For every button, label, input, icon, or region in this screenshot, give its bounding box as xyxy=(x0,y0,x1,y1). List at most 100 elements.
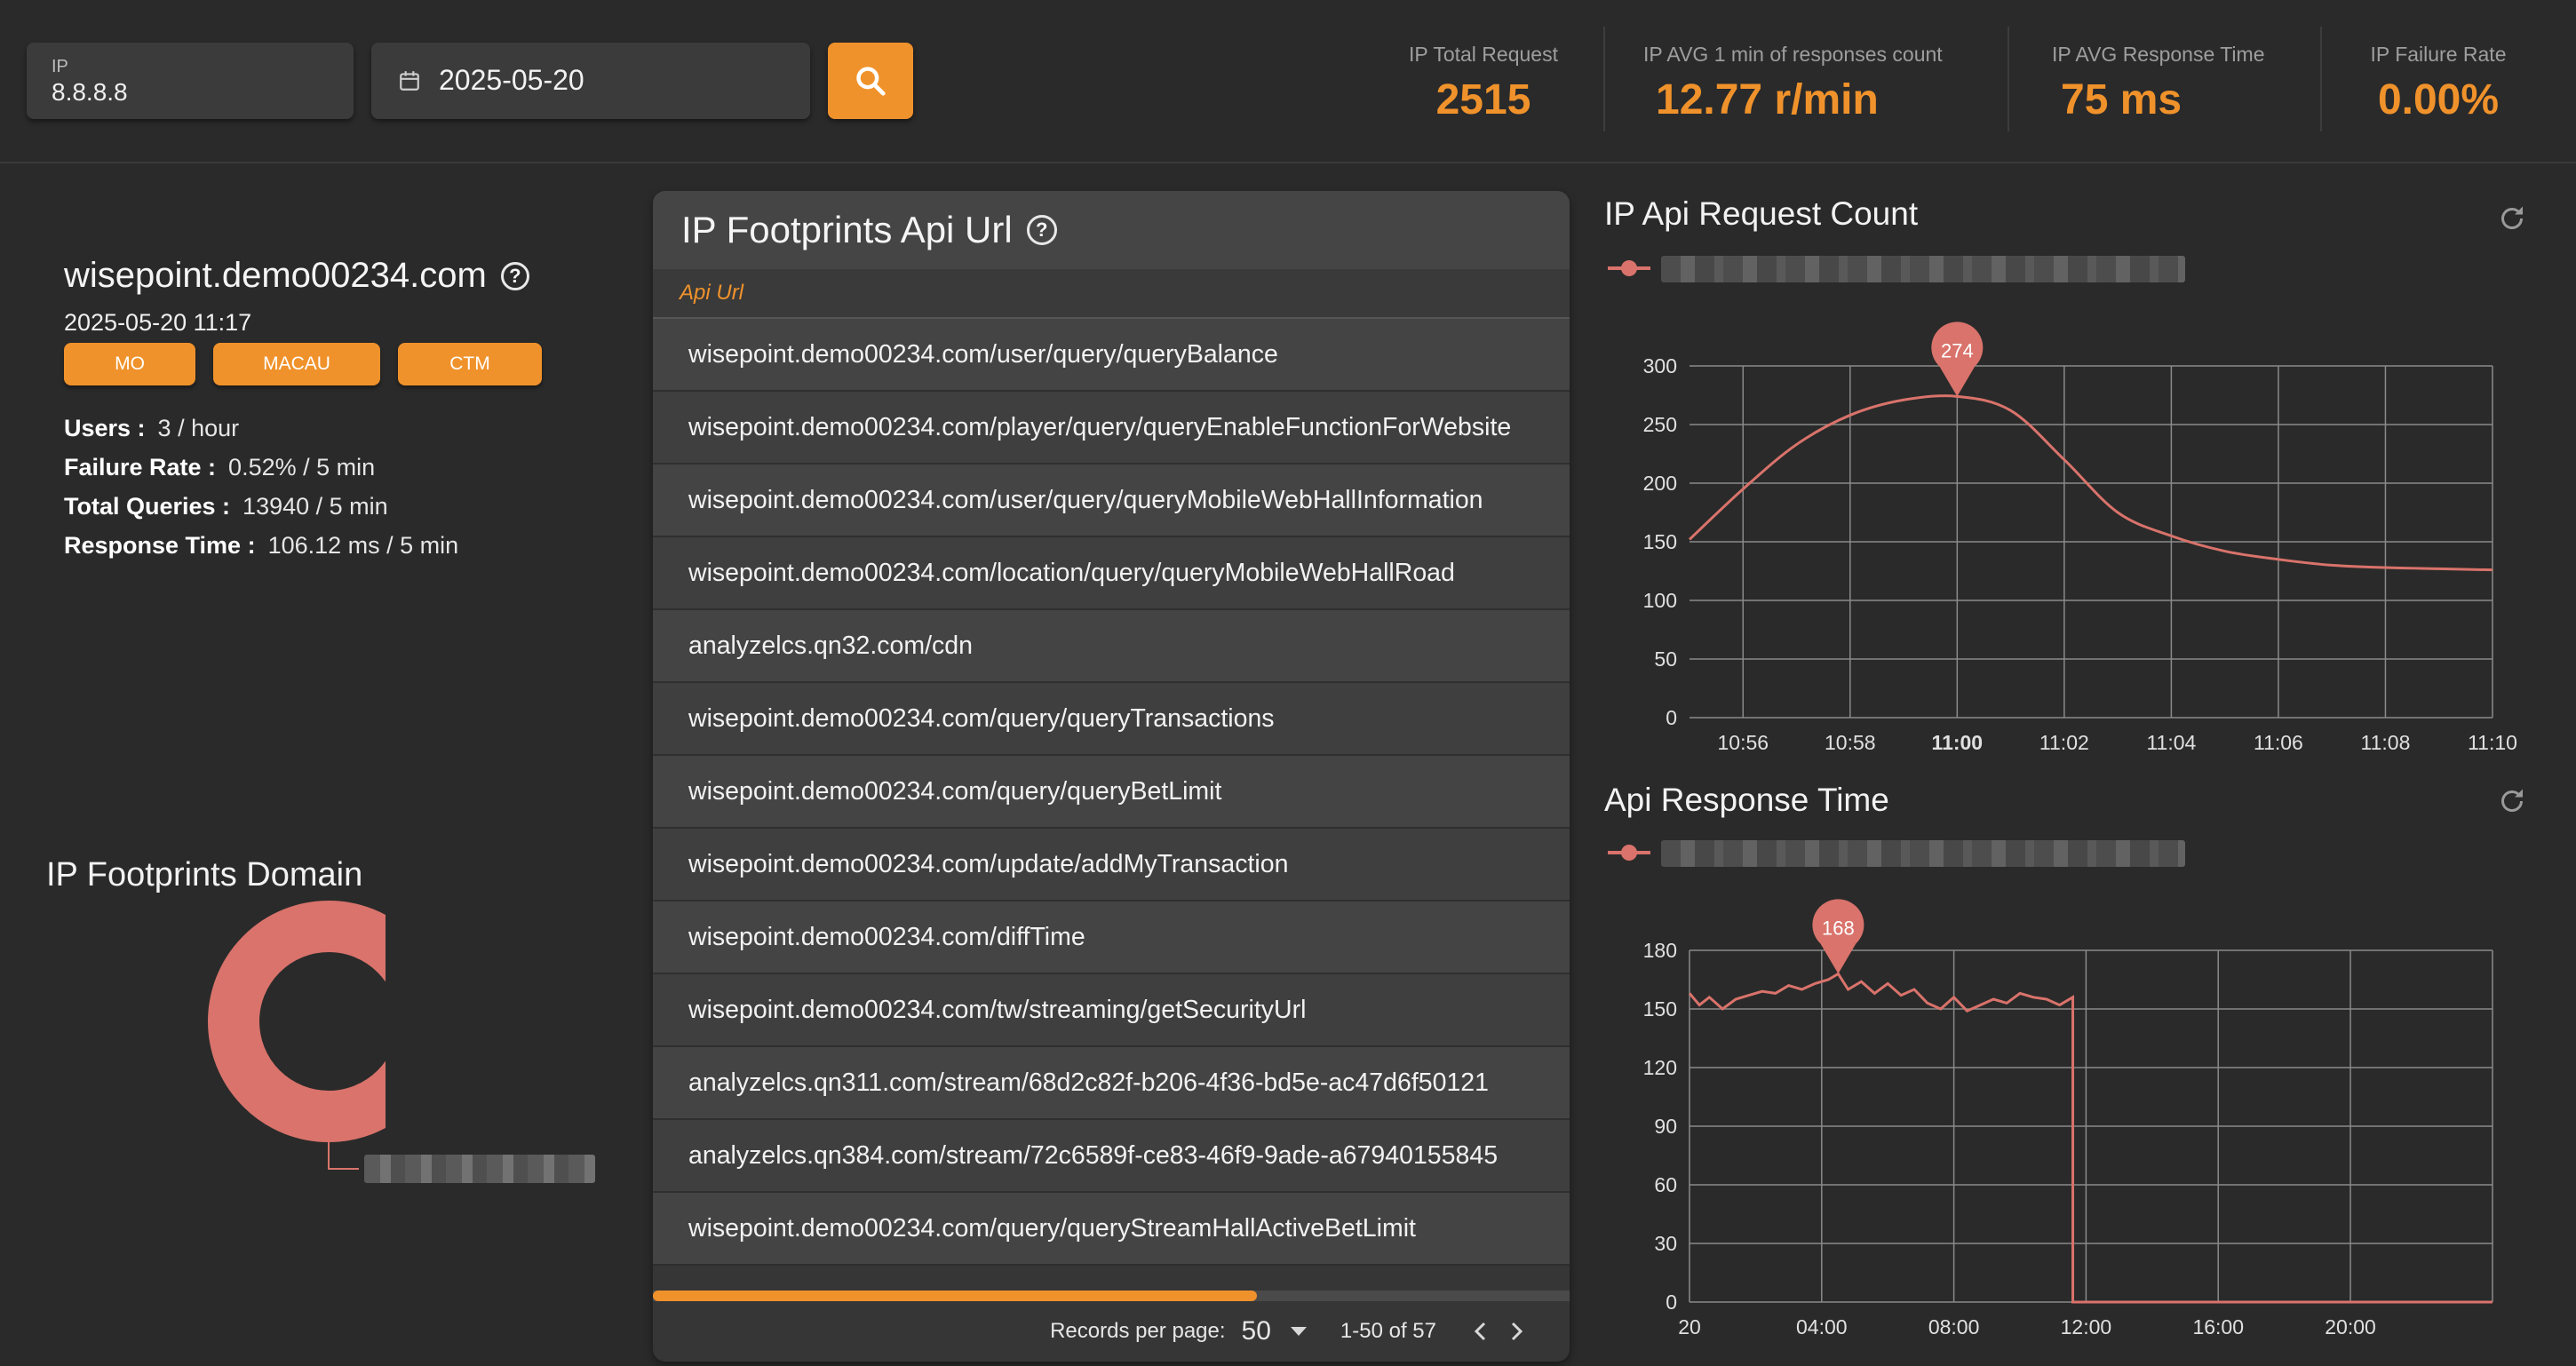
top-bar: IP 2025-05-20 IP Total Request 2515 IP A… xyxy=(0,0,2576,163)
table-row[interactable]: analyzelcs.qn384.com/stream/72c6589f-ce8… xyxy=(653,1120,1570,1193)
y-tick-label: 60 xyxy=(1654,1173,1677,1196)
y-tick-label: 0 xyxy=(1666,1291,1677,1314)
stat-value: 75 ms xyxy=(2061,76,2182,123)
legend-label-redacted xyxy=(1661,840,2185,867)
x-tick-label: 16:00 xyxy=(2192,1315,2244,1338)
metric-value: 13940 / 5 min xyxy=(242,493,388,520)
metric-value: 0.52% / 5 min xyxy=(228,454,376,480)
legend-line-marker[interactable] xyxy=(1608,259,1650,277)
date-value: 2025-05-20 xyxy=(439,64,584,96)
domain-name: wisepoint.demo00234.com xyxy=(64,256,487,295)
help-icon[interactable]: ? xyxy=(500,261,529,290)
horizontal-scrollbar[interactable] xyxy=(653,1291,1570,1301)
caret-down-icon[interactable] xyxy=(1289,1325,1308,1338)
domain-metrics: Users : 3 / hour Failure Rate : 0.52% / 5 … xyxy=(64,409,458,565)
x-tick-label: 10:58 xyxy=(1825,731,1876,754)
donut-leader-line xyxy=(328,1142,359,1170)
date-picker[interactable]: 2025-05-20 xyxy=(371,43,810,119)
y-tick-label: 120 xyxy=(1643,1056,1677,1079)
legend-label-redacted xyxy=(1661,256,2185,282)
x-tick-label: 11:10 xyxy=(2468,731,2517,754)
metric-users: Users : 3 / hour xyxy=(64,409,458,448)
chart-title-response-time: Api Response Time xyxy=(1604,782,1889,818)
table-row[interactable]: wisepoint.demo00234.com/query/queryStrea… xyxy=(653,1193,1570,1266)
api-url-panel: IP Footprints Api Url ? Api Url wisepoin… xyxy=(653,191,1570,1362)
search-button[interactable] xyxy=(828,43,913,119)
y-tick-label: 30 xyxy=(1654,1232,1677,1255)
y-tick-label: 150 xyxy=(1643,997,1677,1021)
donut-slice[interactable] xyxy=(208,901,386,1142)
y-tick-label: 100 xyxy=(1643,589,1677,612)
table-row[interactable]: wisepoint.demo00234.com/location/query/q… xyxy=(653,537,1570,610)
table-row[interactable]: analyzelcs.qn32.com/cdn xyxy=(653,610,1570,683)
records-per-page-label: Records per page: xyxy=(1050,1319,1226,1343)
api-url-list: wisepoint.demo00234.com/user/query/query… xyxy=(653,319,1570,1278)
max-pin xyxy=(1812,899,1864,974)
x-tick-label: 11:00 xyxy=(1932,731,1984,754)
y-tick-label: 250 xyxy=(1643,413,1677,436)
ip-input[interactable] xyxy=(52,78,336,107)
x-tick-label: 20 xyxy=(1678,1315,1701,1338)
pagination: Records per page: 50 1-50 of 57 xyxy=(653,1301,1570,1362)
refresh-icon[interactable] xyxy=(2496,785,2528,817)
table-row[interactable]: wisepoint.demo00234.com/query/queryTrans… xyxy=(653,683,1570,756)
footprints-domain-donut xyxy=(208,901,386,1170)
table-row[interactable]: wisepoint.demo00234.com/user/query/query… xyxy=(653,319,1570,392)
stat-value: 12.77 r/min xyxy=(1656,76,1879,123)
chevron-right-icon[interactable] xyxy=(1499,1318,1534,1345)
records-per-page-value[interactable]: 50 xyxy=(1241,1316,1271,1346)
column-header-api-url[interactable]: Api Url xyxy=(653,269,1570,319)
tag-badge[interactable]: CTM xyxy=(398,343,542,385)
stat-failure-rate: IP Failure Rate 0.00% xyxy=(2356,43,2521,124)
table-row[interactable]: wisepoint.demo00234.com/user/query/query… xyxy=(653,465,1570,537)
metric-value: 3 / hour xyxy=(157,415,240,441)
stat-divider xyxy=(2320,27,2322,131)
stat-label: IP Total Request xyxy=(1409,43,1558,66)
x-tick-label: 08:00 xyxy=(1928,1315,1980,1338)
y-tick-label: 90 xyxy=(1654,1115,1677,1138)
y-tick-label: 0 xyxy=(1666,706,1677,729)
scrollbar-thumb[interactable] xyxy=(653,1291,1257,1301)
refresh-icon[interactable] xyxy=(2496,203,2528,234)
metric-value: 106.12 ms / 5 min xyxy=(267,532,459,559)
stat-avg-response-time: IP AVG Response Time 75 ms xyxy=(2052,43,2283,124)
y-tick-label: 150 xyxy=(1643,530,1677,553)
metric-total-queries: Total Queries : 13940 / 5 min xyxy=(64,487,458,526)
y-tick-label: 300 xyxy=(1643,354,1677,377)
stat-value: 0.00% xyxy=(2377,76,2500,123)
metric-label: Response Time : xyxy=(64,532,256,559)
x-tick-label: 11:08 xyxy=(2361,731,2411,754)
y-tick-label: 180 xyxy=(1643,939,1677,962)
x-tick-label: 10:56 xyxy=(1717,731,1769,754)
table-row[interactable]: analyzelcs.qn311.com/stream/68d2c82f-b20… xyxy=(653,1047,1570,1120)
table-row[interactable]: wisepoint.demo00234.com/tw/streaming/get… xyxy=(653,974,1570,1047)
y-tick-label: 200 xyxy=(1643,472,1677,495)
max-pin-label: 274 xyxy=(1941,339,1974,361)
request-count-chart: 0 50 100 150 200 250 300 10:56 10:58 11:00 11:02 11… xyxy=(1643,322,2517,754)
metric-label: Users : xyxy=(64,415,146,441)
panel-title: IP Footprints Api Url xyxy=(681,209,1013,250)
table-row[interactable]: wisepoint.demo00234.com/update/addMyTran… xyxy=(653,829,1570,901)
x-tick-label: 11:04 xyxy=(2146,731,2196,754)
tag-badge[interactable]: MACAU xyxy=(213,343,380,385)
series-line xyxy=(1688,394,2493,572)
x-tick-label: 04:00 xyxy=(1796,1315,1848,1338)
stat-label: IP AVG 1 min of responses count xyxy=(1643,43,1943,66)
table-row[interactable]: wisepoint.demo00234.com/query/queryBetLi… xyxy=(653,756,1570,829)
page-range: 1-50 of 57 xyxy=(1340,1319,1436,1343)
help-icon[interactable]: ? xyxy=(1026,215,1057,245)
y-tick-label: 50 xyxy=(1654,647,1677,671)
stat-value: 2515 xyxy=(1435,76,1531,123)
tag-badge[interactable]: MO xyxy=(64,343,195,385)
ip-field[interactable]: IP xyxy=(27,43,354,119)
chart-title-request-count: IP Api Request Count xyxy=(1604,195,1919,232)
table-row[interactable]: wisepoint.demo00234.com/player/query/que… xyxy=(653,392,1570,465)
x-tick-label: 12:00 xyxy=(2061,1315,2112,1338)
table-row[interactable]: wisepoint.demo00234.com/diffTime xyxy=(653,901,1570,974)
domain-timestamp: 2025-05-20 11:17 xyxy=(64,309,252,336)
stat-avg-responses: IP AVG 1 min of responses count 12.77 r/… xyxy=(1643,43,1972,124)
legend-line-marker[interactable] xyxy=(1608,844,1650,862)
domain-tags: MO MACAU CTM xyxy=(64,343,542,385)
x-tick-label: 11:06 xyxy=(2254,731,2303,754)
chevron-left-icon[interactable] xyxy=(1463,1318,1499,1345)
